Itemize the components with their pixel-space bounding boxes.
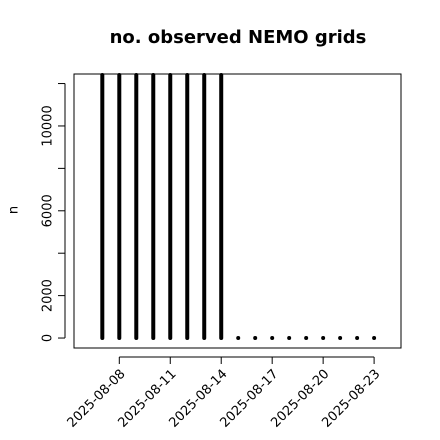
y-axis-label: n xyxy=(7,206,22,214)
chart-title: no. observed NEMO grids xyxy=(110,27,367,48)
y-tick-label: 2000 xyxy=(41,279,56,312)
y-tick-label: 10000 xyxy=(41,105,56,146)
y-tick-label: 6000 xyxy=(40,194,55,227)
y-tick-label: 0 xyxy=(41,334,56,342)
plot-frame xyxy=(73,73,402,349)
